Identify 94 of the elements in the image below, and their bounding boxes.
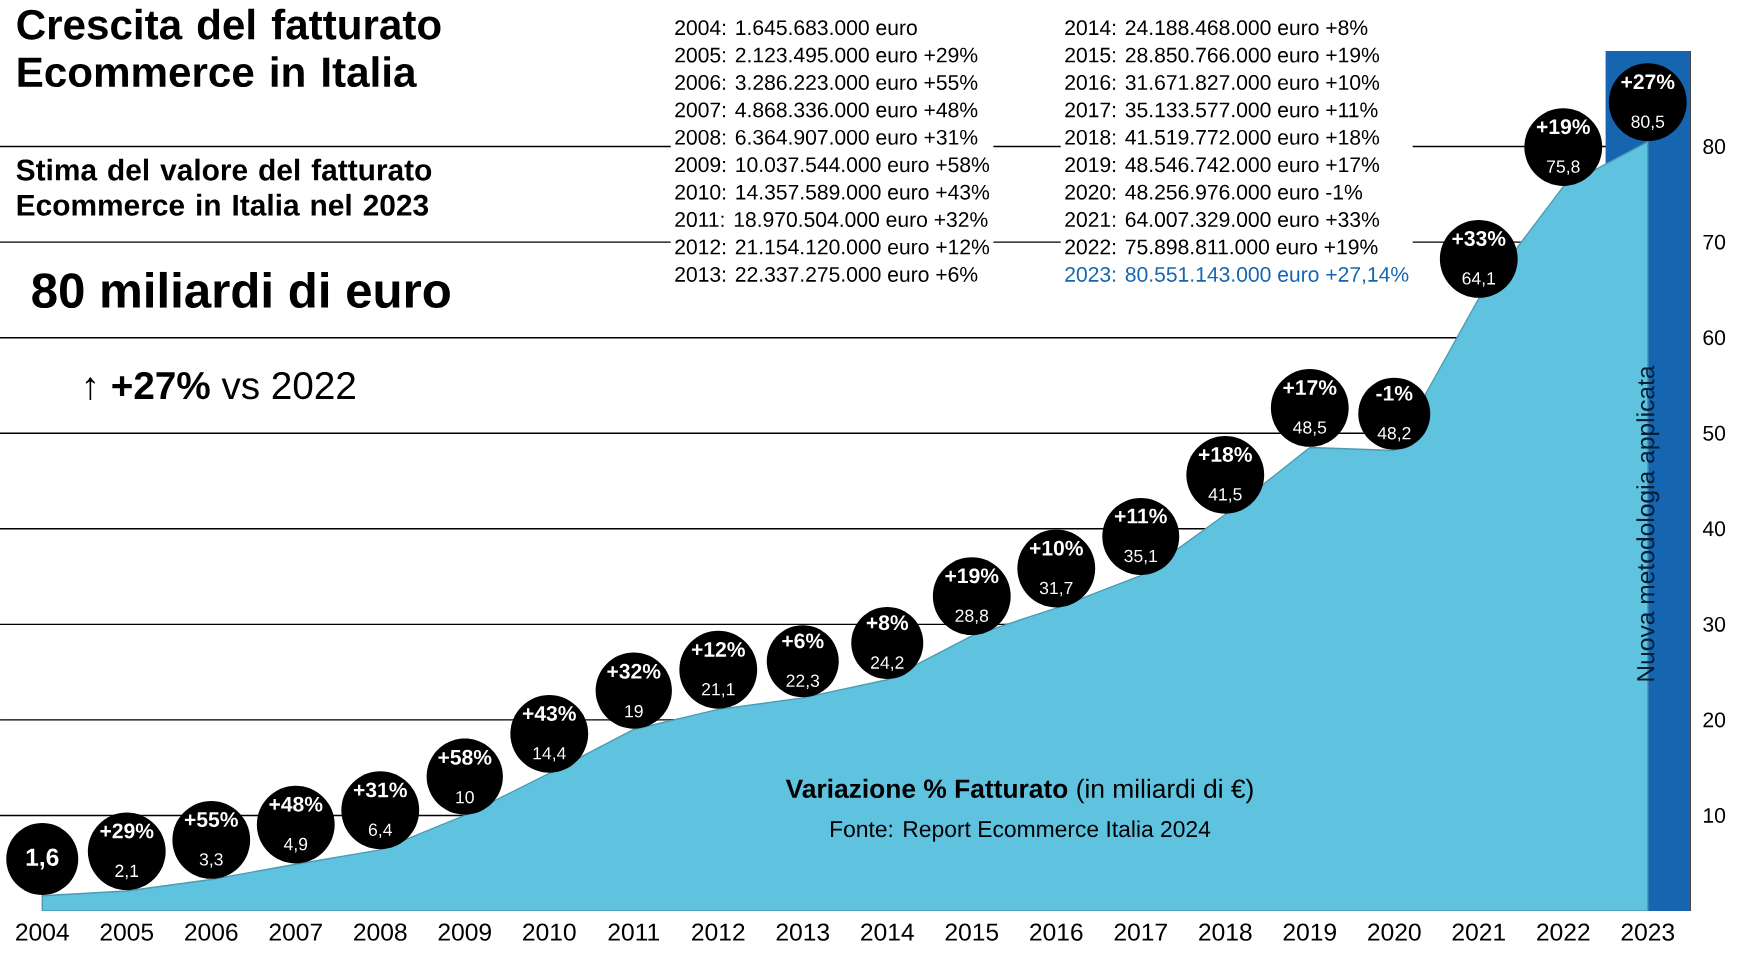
annotation: +58% [438, 749, 492, 765]
y-tick-label: 80 [1703, 139, 1726, 155]
text: 2004: 1.645.683.000 euro [675, 20, 917, 36]
data-label: 3,3 [199, 853, 223, 868]
data-label: 28,8 [955, 609, 989, 625]
data-label: 41,5 [1208, 488, 1242, 503]
annotation: +48% [269, 796, 323, 812]
annotation: +10% [1029, 540, 1083, 556]
x-tick-label: 2008 [354, 923, 407, 941]
y-tick-label: 50 [1703, 425, 1726, 441]
annotation: +55% [184, 812, 238, 827]
annotation: 2023: 80.551.143.000 euro +27,14% [1065, 266, 1409, 285]
annotation: +33% [1452, 231, 1506, 247]
annotation: Fonte: Report Ecommerce Italia 2024 [831, 820, 1211, 842]
annotation: 2005: 2.123.495.000 euro +29% [675, 47, 978, 63]
data-label: 31,7 [1039, 581, 1073, 597]
annotation: 2006: 3.286.223.000 euro +55% [675, 75, 978, 90]
data-label: 24,2 [871, 656, 904, 671]
annotation: 2009: 10.037.544.000 euro +58% [675, 157, 990, 173]
annotation: +17% [1283, 380, 1337, 396]
x-tick-label: 2007 [269, 923, 322, 941]
band-label: Nuova metodologia applicata [1636, 365, 1660, 681]
data-label: 80,5 [1631, 115, 1665, 130]
x-tick-label: 2016 [1030, 923, 1083, 941]
x-tick-label: 2004 [16, 923, 69, 941]
x-tick-label: 2015 [945, 923, 999, 941]
data-label: 4,9 [283, 837, 308, 853]
data-label: 64,1 [1462, 272, 1496, 287]
annotation: 2022: 75.898.811.000 euro +19% [1065, 239, 1378, 255]
y-tick-label: 10 [1704, 808, 1726, 823]
x-tick-label: 2019 [1283, 923, 1336, 941]
text: 2014: 24.188.468.000 euro +8% [1065, 20, 1368, 36]
x-tick-label: 2022 [1537, 923, 1590, 941]
x-tick-label: 2014 [861, 923, 914, 941]
annotation: +32% [607, 663, 661, 679]
data-label: 35,1 [1124, 549, 1158, 565]
x-tick-label: 2011 [608, 923, 659, 941]
x-tick-label: 2012 [692, 923, 745, 941]
annotation: 2020: 48.256.976.000 euro -1% [1065, 184, 1363, 200]
annotation: 2008: 6.364.907.000 euro +31% [675, 129, 978, 145]
annotation: +43% [522, 705, 576, 721]
data-label: 6,4 [368, 823, 392, 839]
data-label: 21,1 [702, 683, 735, 698]
annotation: +8% [866, 615, 909, 631]
y-tick-label: 70 [1703, 234, 1726, 250]
annotation: +18% [1198, 447, 1252, 462]
data-label: 10 [456, 790, 474, 804]
data-label: 48,2 [1377, 426, 1411, 442]
x-tick-label: 2017 [1114, 923, 1167, 941]
annotation: ↑ +27% vs 2022 [85, 371, 355, 401]
annotation: +11% [1114, 508, 1167, 524]
x-tick-label: 2006 [185, 923, 238, 941]
annotation: 2019: 48.546.742.000 euro +17% [1065, 157, 1380, 173]
x-tick-label: 2018 [1199, 923, 1252, 941]
annotation: 2011: 18.970.504.000 euro +32% [675, 212, 988, 228]
data-label: 14,4 [533, 747, 566, 762]
x-tick-label: 2013 [776, 923, 829, 941]
annotation: 2021: 64.007.329.000 euro +33% [1065, 212, 1380, 228]
annotation: 2013: 22.337.275.000 euro +6% [675, 266, 978, 282]
x-tick-label: 2020 [1368, 923, 1421, 941]
annotation: +19% [1536, 119, 1590, 135]
y-tick-label: 40 [1702, 521, 1726, 537]
annotation: 2016: 31.671.827.000 euro +10% [1065, 75, 1380, 90]
annotation: 2007: 4.868.336.000 euro +48% [675, 102, 978, 118]
annotation: +31% [353, 782, 407, 798]
y-tick-label: 30 [1703, 616, 1726, 632]
x-tick-label: 2023 [1621, 923, 1675, 941]
annotation: 2018: 41.519.772.000 euro +18% [1065, 129, 1380, 145]
annotation: +6% [782, 633, 824, 649]
annotation: +12% [691, 641, 745, 657]
data-label: 48,5 [1293, 421, 1327, 436]
y-tick-label: 60 [1703, 330, 1726, 346]
data-label: 2,1 [115, 864, 139, 880]
x-tick-label: 2005 [100, 923, 154, 941]
x-tick-label: 2010 [523, 923, 576, 941]
y-tick-label: 20 [1703, 712, 1726, 728]
annotation: +27% [1621, 74, 1675, 90]
annotation: -1% [1376, 385, 1413, 401]
data-label: 75,8 [1547, 160, 1580, 175]
data-label: 19 [625, 704, 643, 718]
annotation: 2012: 21.154.120.000 euro +12% [675, 239, 990, 255]
data-label: 1,6 [26, 848, 59, 870]
annotation: 2010: 14.357.589.000 euro +43% [675, 184, 990, 200]
annotation: 80 miliardi di euro [32, 271, 450, 309]
x-tick-label: 2021 [1452, 923, 1505, 941]
annotation: Variazione % Fatturato (in miliardi di €) [785, 778, 1253, 804]
annotation: +19% [945, 568, 999, 584]
annotation: 2015: 28.850.766.000 euro +19% [1065, 47, 1380, 63]
text: Stima del valore del fatturato Ecommerce in Italia nel 2023 [16, 158, 432, 216]
chart-title: Crescita del fatturato Ecommerce in Italia [17, 8, 441, 88]
x-tick-label: 2009 [438, 923, 491, 941]
data-label: 22,3 [786, 674, 820, 690]
annotation: +29% [100, 823, 154, 839]
annotation: 2017: 35.133.577.000 euro +11% [1065, 102, 1378, 118]
